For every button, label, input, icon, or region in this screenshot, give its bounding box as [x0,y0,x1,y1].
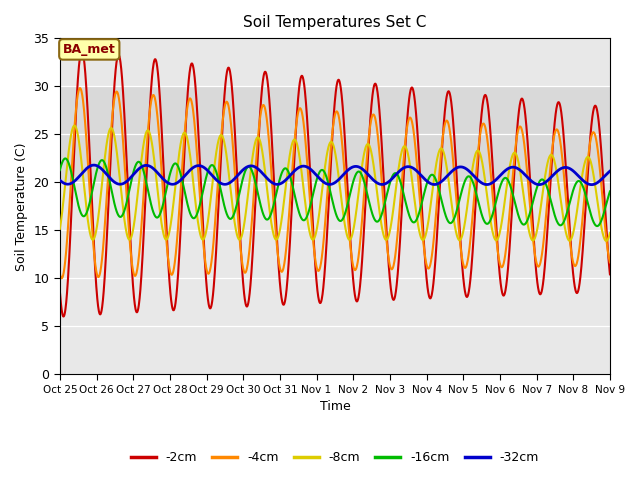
Legend: -2cm, -4cm, -8cm, -16cm, -32cm: -2cm, -4cm, -8cm, -16cm, -32cm [125,446,544,469]
Title: Soil Temperatures Set C: Soil Temperatures Set C [243,15,427,30]
Bar [60,86,610,182]
Y-axis label: Soil Temperature (C): Soil Temperature (C) [15,142,28,271]
X-axis label: Time: Time [319,400,350,413]
Text: BA_met: BA_met [63,43,116,56]
